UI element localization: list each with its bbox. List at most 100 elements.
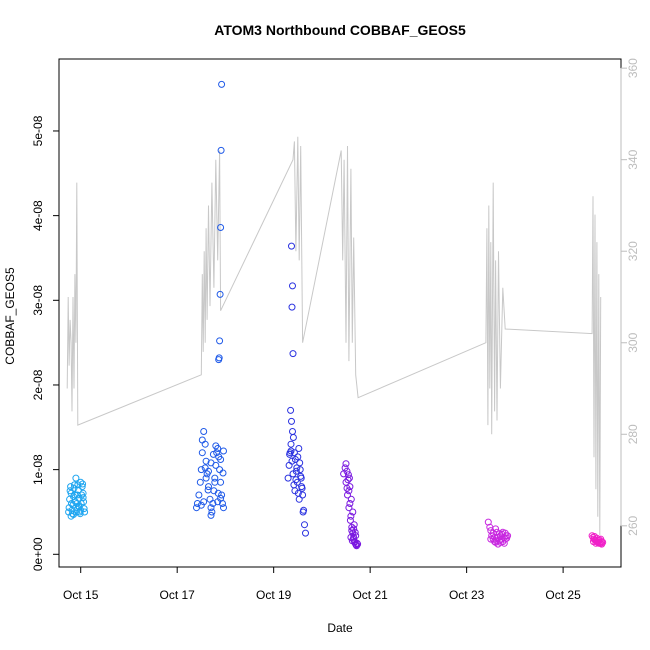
data-point xyxy=(216,337,224,345)
y-tick-label: 1e-08 xyxy=(31,454,45,485)
data-point xyxy=(202,457,210,465)
data-point xyxy=(207,511,215,519)
data-point xyxy=(299,491,307,499)
data-point xyxy=(293,478,301,486)
x-tick-label: Oct 17 xyxy=(160,588,196,602)
data-point xyxy=(289,282,296,290)
data-point xyxy=(599,538,607,546)
data-point xyxy=(76,510,84,518)
data-point xyxy=(296,466,304,474)
x-tick-label: Oct 19 xyxy=(256,588,292,602)
data-point xyxy=(301,521,308,529)
data-point xyxy=(216,290,224,298)
data-point xyxy=(211,478,219,486)
y2-tick-label: 280 xyxy=(626,424,640,444)
y-axis: 0e+00 1e-08 2e-08 3e-08 4e-08 5e-08 xyxy=(31,115,60,571)
data-point xyxy=(200,498,208,506)
data-point xyxy=(207,459,215,467)
data-point xyxy=(290,449,298,457)
y-tick-label: 2e-08 xyxy=(31,369,45,400)
data-point xyxy=(344,471,352,479)
data-point xyxy=(348,527,356,535)
data-point xyxy=(209,450,217,458)
data-point xyxy=(352,532,360,540)
data-point xyxy=(202,474,210,482)
data-point xyxy=(78,483,86,491)
data-point xyxy=(295,445,303,452)
data-point xyxy=(74,486,82,494)
data-point xyxy=(205,483,212,491)
y-tick-label: 4e-08 xyxy=(31,200,45,231)
data-point xyxy=(80,498,88,506)
y-tick-label: 5e-08 xyxy=(31,115,45,146)
data-point xyxy=(72,474,80,482)
data-point xyxy=(347,495,355,503)
data-point xyxy=(348,537,356,545)
data-point xyxy=(286,450,294,458)
data-point xyxy=(218,80,226,88)
data-point xyxy=(70,481,78,489)
data-point xyxy=(287,447,295,455)
data-point xyxy=(200,428,208,435)
data-point xyxy=(346,500,354,507)
x-axis: Oct 15 Oct 17 Oct 19 Oct 21 Oct 23 Oct 25 xyxy=(63,566,581,602)
data-point xyxy=(344,491,351,499)
data-point xyxy=(219,469,227,477)
data-point xyxy=(347,533,355,541)
data-point xyxy=(217,146,225,154)
right-axis-line-series xyxy=(66,136,602,536)
x-tick-label: Oct 25 xyxy=(545,588,581,602)
data-point xyxy=(287,440,295,448)
data-point xyxy=(201,464,209,472)
data-point xyxy=(198,436,206,444)
data-point xyxy=(70,511,77,518)
data-point xyxy=(71,491,79,499)
data-point xyxy=(204,486,212,494)
x-tick-label: Oct 15 xyxy=(63,588,99,602)
data-point xyxy=(67,483,75,491)
data-point xyxy=(220,447,227,455)
y-tick-label: 0e+00 xyxy=(31,537,45,571)
data-point xyxy=(68,500,75,507)
data-point xyxy=(198,449,206,457)
data-point xyxy=(289,350,297,358)
data-point xyxy=(80,505,88,513)
data-point xyxy=(79,480,87,488)
x-tick-label: Oct 23 xyxy=(449,588,485,602)
data-point xyxy=(79,494,87,502)
data-point xyxy=(288,303,296,311)
data-point xyxy=(207,504,215,512)
data-point xyxy=(345,474,353,482)
data-point xyxy=(196,478,204,486)
data-point xyxy=(346,516,354,524)
data-point xyxy=(284,474,292,482)
data-point xyxy=(343,467,351,475)
y-axis-label: COBBAF_GEOS5 xyxy=(3,267,17,365)
data-point xyxy=(212,442,220,450)
y2-axis: 260 280 300 320 340 360 xyxy=(620,58,640,536)
data-point xyxy=(299,508,307,516)
y2-tick-label: 260 xyxy=(626,515,640,535)
data-point xyxy=(217,224,225,231)
data-point xyxy=(220,504,227,512)
x-tick-label: Oct 21 xyxy=(352,588,388,602)
data-point xyxy=(347,512,355,520)
chart-title: ATOM3 Northbound COBBAF_GEOS5 xyxy=(214,22,466,38)
data-point xyxy=(75,503,83,511)
y-tick-label: 3e-08 xyxy=(31,285,45,316)
data-point xyxy=(193,500,201,507)
data-point xyxy=(296,459,304,467)
data-point xyxy=(496,538,504,546)
data-point xyxy=(297,474,305,482)
data-point xyxy=(349,508,357,516)
data-point xyxy=(351,528,359,536)
data-point xyxy=(74,502,82,510)
data-point xyxy=(79,489,87,497)
data-point xyxy=(354,540,362,548)
data-point xyxy=(287,406,295,414)
right-axis-line xyxy=(66,136,602,536)
y2-tick-label: 340 xyxy=(626,149,640,169)
data-point xyxy=(493,528,501,536)
